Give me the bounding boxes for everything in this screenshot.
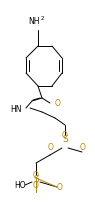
Text: HN: HN bbox=[11, 105, 22, 115]
Text: O: O bbox=[80, 143, 86, 153]
Text: O: O bbox=[62, 131, 68, 140]
Text: S: S bbox=[33, 176, 39, 184]
Text: O: O bbox=[33, 171, 39, 180]
Text: S: S bbox=[62, 136, 68, 144]
Text: O: O bbox=[48, 143, 54, 153]
Text: O: O bbox=[55, 99, 61, 107]
Text: HO: HO bbox=[14, 181, 26, 189]
Text: O: O bbox=[57, 183, 63, 193]
Text: NH: NH bbox=[28, 18, 40, 26]
Text: O: O bbox=[33, 181, 39, 190]
Text: 2: 2 bbox=[41, 17, 44, 21]
